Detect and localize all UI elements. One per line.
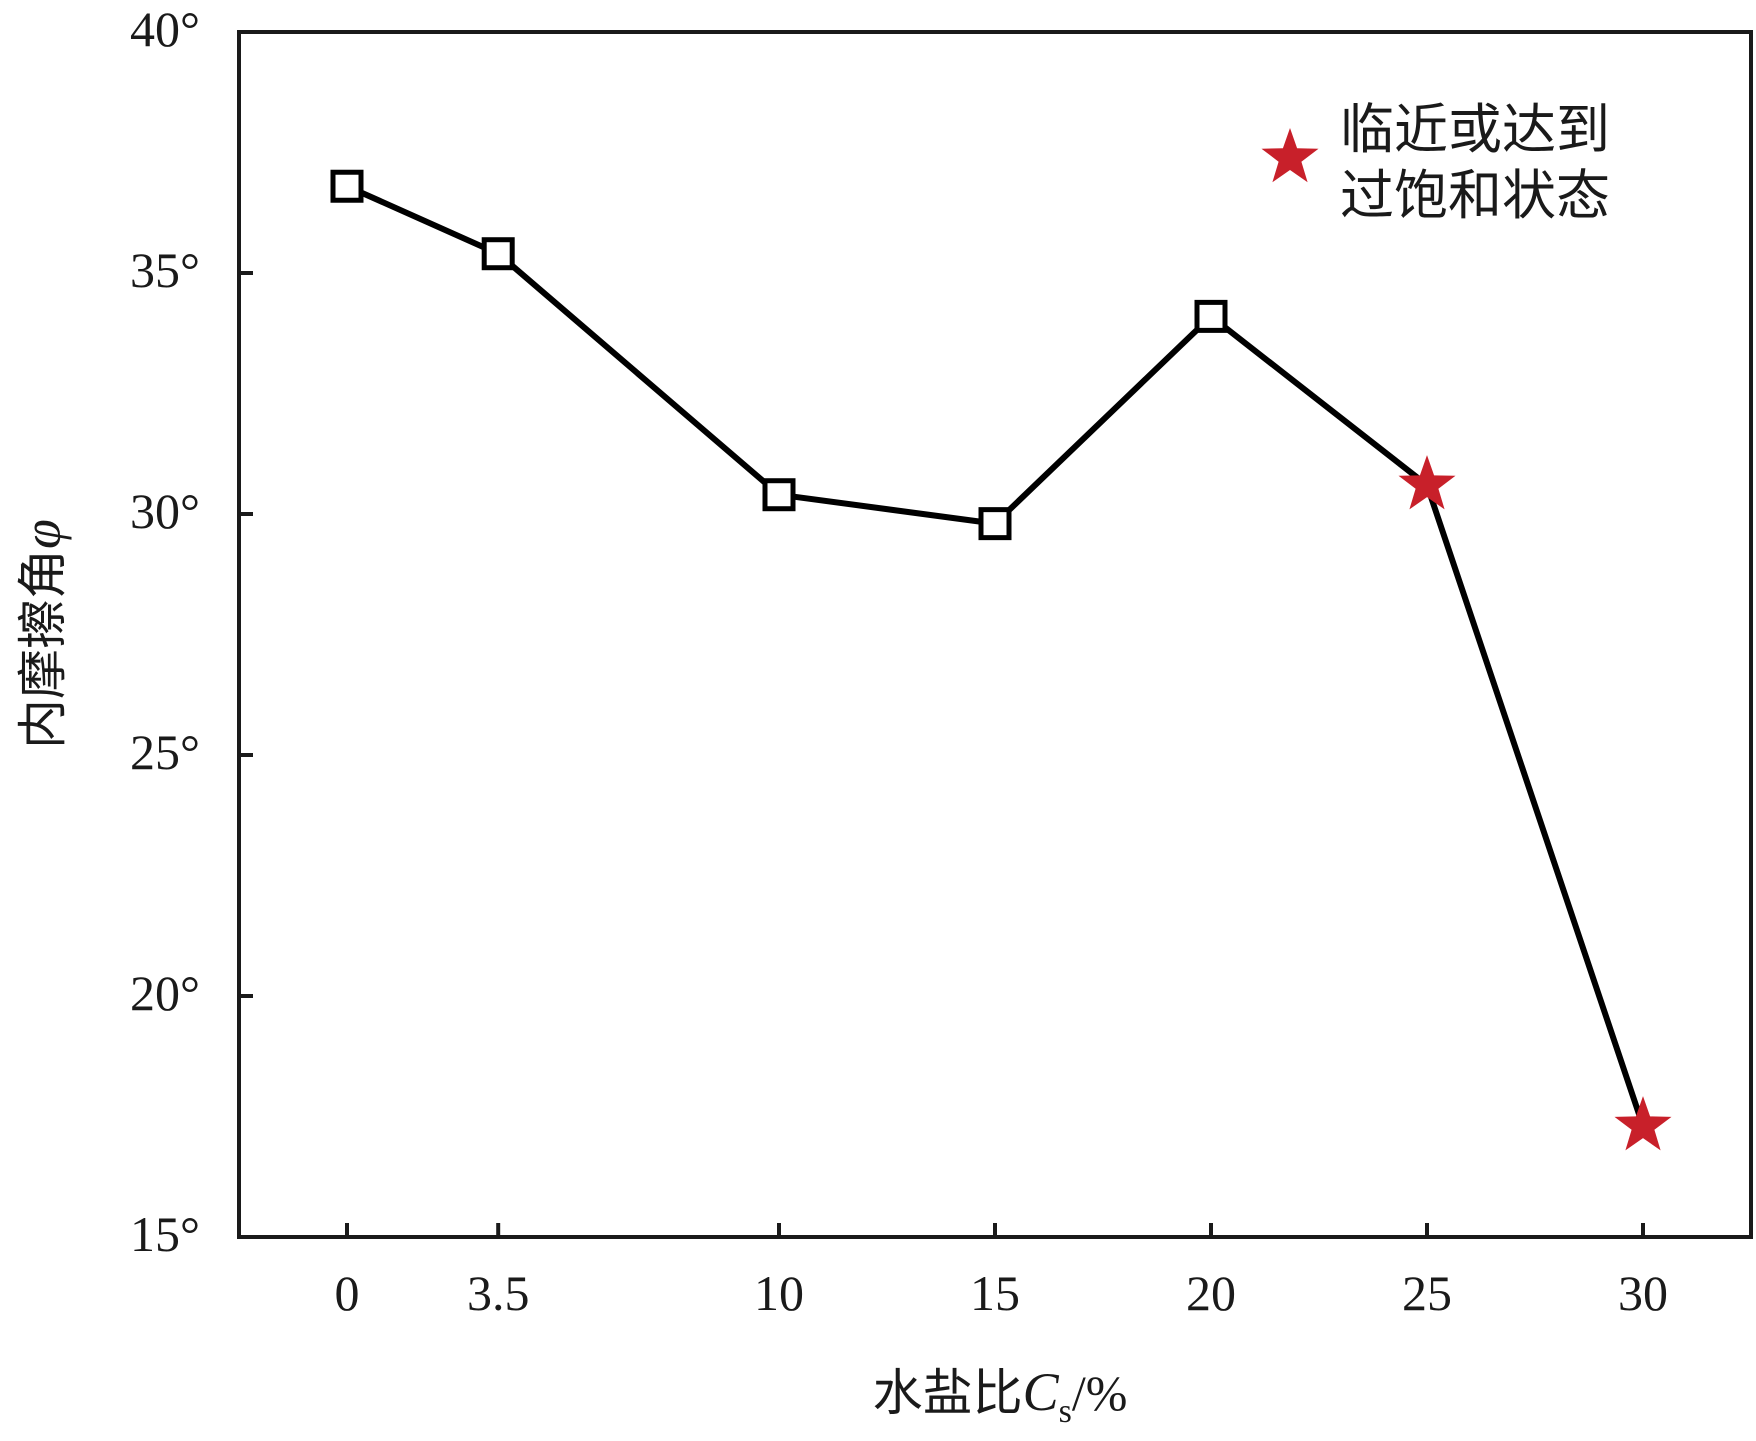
x-axis-title: 水盐比Cs/% <box>873 1362 1128 1430</box>
legend-star-icon <box>1261 128 1319 183</box>
legend: 临近或达到 过饱和状态 <box>1261 98 1610 227</box>
y-tick-label: 40° <box>130 1 200 57</box>
data-point-star <box>1398 455 1456 510</box>
x-tick-label: 30 <box>1618 1265 1668 1321</box>
data-point-star <box>1614 1096 1672 1151</box>
data-point-square <box>978 507 1012 541</box>
y-tick-label: 30° <box>130 483 200 539</box>
data-point-square <box>762 478 796 512</box>
x-axis-title-main: 水盐比 <box>873 1364 1023 1422</box>
y-axis-title: 内摩擦角φ <box>12 519 72 749</box>
x-axis-ticks: 0 3.5 10 15 20 25 30 <box>335 1223 1668 1321</box>
legend-line-2: 过饱和状态 <box>1340 164 1610 227</box>
y-tick-label: 25° <box>130 724 200 780</box>
x-tick-label: 25 <box>1402 1265 1452 1321</box>
x-tick-label: 10 <box>754 1265 804 1321</box>
x-tick-label: 0 <box>335 1265 360 1321</box>
x-tick-label: 20 <box>1186 1265 1236 1321</box>
y-axis-title-var: φ <box>12 519 72 549</box>
x-axis-title-var: C <box>1023 1362 1060 1422</box>
legend-line-1: 临近或达到 <box>1340 98 1610 161</box>
y-tick-label: 20° <box>130 965 200 1021</box>
y-tick-label: 35° <box>130 242 200 298</box>
data-point-square <box>1194 299 1228 333</box>
series-line <box>345 183 1646 1128</box>
series-group <box>330 169 1672 1151</box>
data-point-square <box>481 237 515 271</box>
x-tick-label: 15 <box>970 1265 1020 1321</box>
y-tick-label: 15° <box>130 1206 200 1262</box>
x-axis-title-suffix: /% <box>1072 1365 1128 1421</box>
x-axis-title-sub: s <box>1059 1393 1072 1430</box>
x-tick-label: 3.5 <box>467 1265 530 1321</box>
y-axis-title-main: 内摩擦角 <box>14 549 72 749</box>
data-point-square <box>330 169 364 203</box>
y-axis-ticks: 15° 20° 25° 30° 35° 40° <box>130 1 253 1262</box>
